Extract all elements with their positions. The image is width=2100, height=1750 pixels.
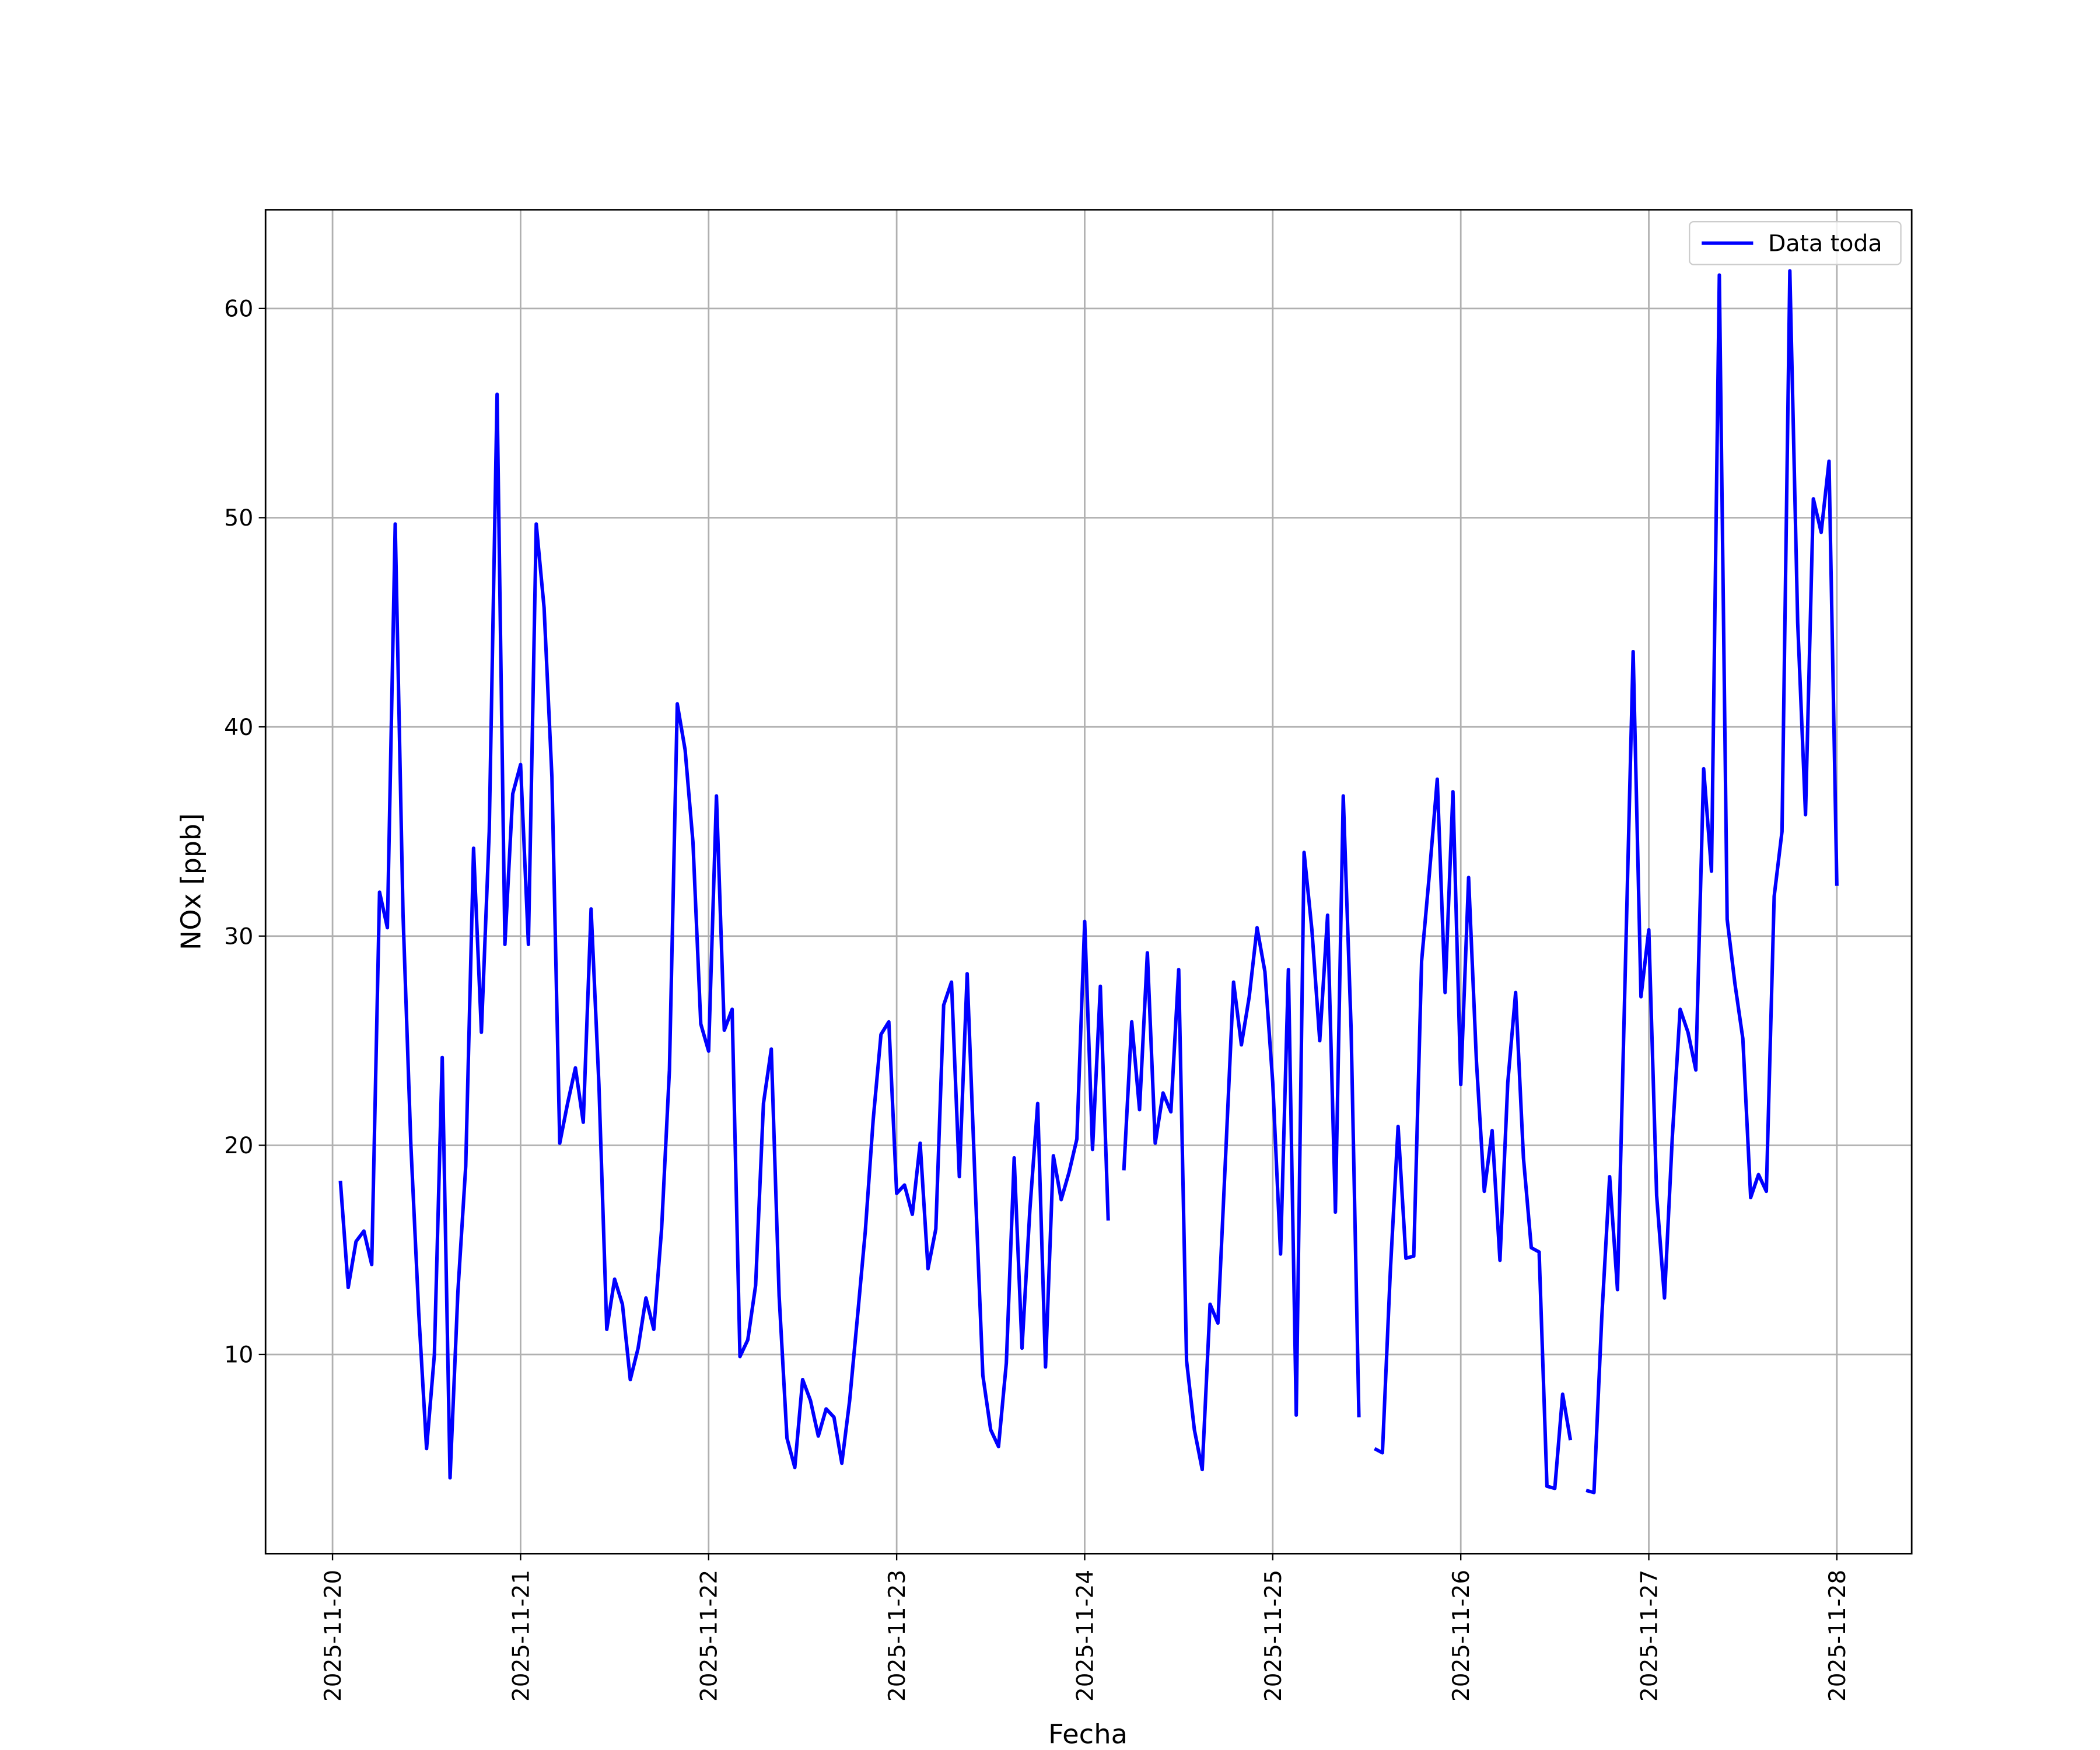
data-line [338,269,1839,1494]
plot-area [338,269,1839,1494]
y-tick-label: 50 [224,505,253,531]
x-tick-label: 2025-11-24 [1072,1570,1098,1702]
ticks: 10 20 30 40 50 60 2025-11-20 2025-11-21 2025-11-… [224,296,1851,1702]
x-tick-label: 2025-11-25 [1261,1570,1287,1702]
y-tick-label: 20 [224,1133,253,1159]
x-tick-label: 2025-11-22 [696,1570,722,1702]
legend-box [1689,221,1902,265]
x-tick-label: 2025-11-21 [508,1570,534,1702]
x-tick-label: 2025-11-26 [1448,1570,1475,1702]
y-axis-label: NOx [ppb] [175,813,206,950]
y-tick-label: 40 [224,715,253,741]
legend-label: Data toda [1768,231,1882,257]
x-tick-label: 2025-11-20 [320,1570,346,1702]
axes-frame [264,209,1913,1555]
y-tick-label: 10 [224,1342,253,1368]
x-tick-label: 2025-11-23 [884,1570,911,1702]
x-tick-label: 2025-11-27 [1636,1570,1662,1702]
x-tick-label: 2025-11-28 [1825,1570,1851,1702]
legend: Data toda [1689,221,1902,265]
x-axis-label: Fecha [1048,1718,1128,1750]
y-tick-label: 30 [224,924,253,950]
y-tick-label: 60 [224,296,253,323]
